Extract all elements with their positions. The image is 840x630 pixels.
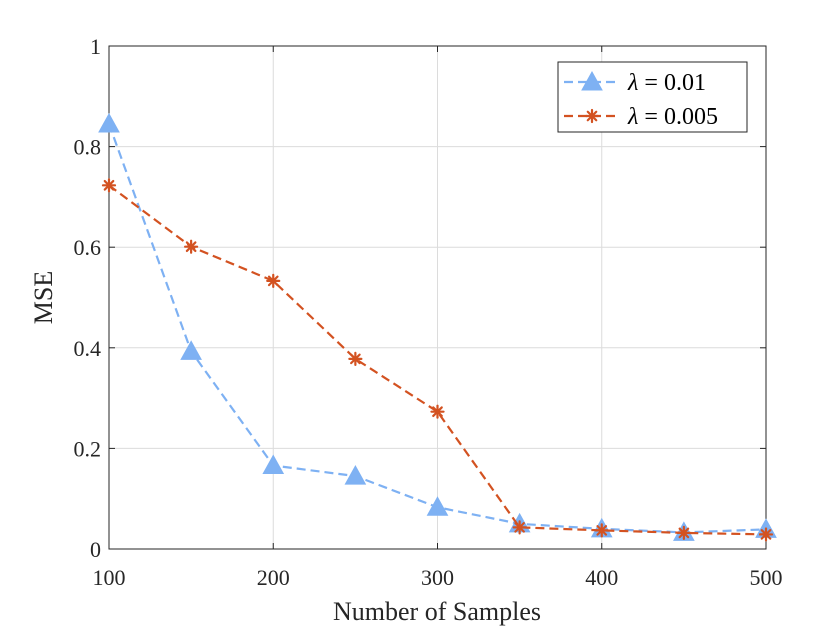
x-tick-label: 300 xyxy=(421,565,454,590)
legend-label-2: λ = 0.005 xyxy=(627,104,718,130)
data-point-triangle xyxy=(262,454,285,475)
y-tick-label: 0.4 xyxy=(74,336,102,361)
x-tick-label: 400 xyxy=(585,565,618,590)
data-point-asterisk xyxy=(266,273,281,289)
legend-value-text: = 0.01 xyxy=(638,70,706,96)
asterisk-stroke xyxy=(586,110,598,122)
x-tick-label: 200 xyxy=(257,565,290,590)
legend-marker-asterisk xyxy=(584,108,600,124)
y-tick-label: 1 xyxy=(90,34,101,59)
y-tick-label: 0.2 xyxy=(74,436,102,461)
asterisk-stroke xyxy=(432,406,443,418)
data-point-asterisk xyxy=(758,527,774,542)
axis-ticks: 100 200 300 400 500 0 0.2 0.4 0.6 0.8 1 xyxy=(74,34,783,590)
asterisk-stroke xyxy=(596,525,608,536)
legend-lambda-symbol: λ xyxy=(627,70,638,96)
data-point-triangle xyxy=(180,340,202,360)
data-point-triangle xyxy=(98,112,120,133)
data-point-asterisk xyxy=(430,404,445,419)
asterisk-stroke xyxy=(267,275,279,287)
legend: λ = 0.01λ = 0.005 xyxy=(557,61,748,133)
y-tick-label: 0.8 xyxy=(74,135,102,160)
asterisk-stroke xyxy=(185,241,197,253)
legend-label-1: λ = 0.01 xyxy=(627,70,706,96)
data-point-asterisk xyxy=(348,351,363,366)
data-point-asterisk xyxy=(184,239,199,254)
y-axis-label: MSE xyxy=(29,271,58,324)
data-point-asterisk xyxy=(594,523,609,538)
data-point-triangle xyxy=(426,496,449,516)
x-tick-label: 100 xyxy=(93,565,126,590)
legend-lambda-symbol: λ xyxy=(627,104,638,130)
series-line-2 xyxy=(108,184,767,536)
legend-value-text: = 0.005 xyxy=(638,104,718,130)
x-axis-label: Number of Samples xyxy=(333,597,541,626)
asterisk-stroke xyxy=(350,353,361,365)
data-point-asterisk xyxy=(101,178,117,193)
data-point-triangle xyxy=(344,465,367,485)
y-tick-label: 0.6 xyxy=(74,235,102,260)
asterisk-stroke xyxy=(103,179,115,191)
legend-marker-triangle xyxy=(581,70,603,91)
data-point-asterisk xyxy=(512,520,527,535)
legend-box xyxy=(557,61,748,133)
asterisk-stroke xyxy=(760,529,772,540)
series-group xyxy=(98,112,777,542)
asterisk-stroke xyxy=(678,527,690,539)
asterisk-stroke xyxy=(514,522,525,533)
y-tick-label: 0 xyxy=(90,537,101,562)
data-point-asterisk xyxy=(676,525,691,541)
x-tick-label: 500 xyxy=(750,565,783,590)
